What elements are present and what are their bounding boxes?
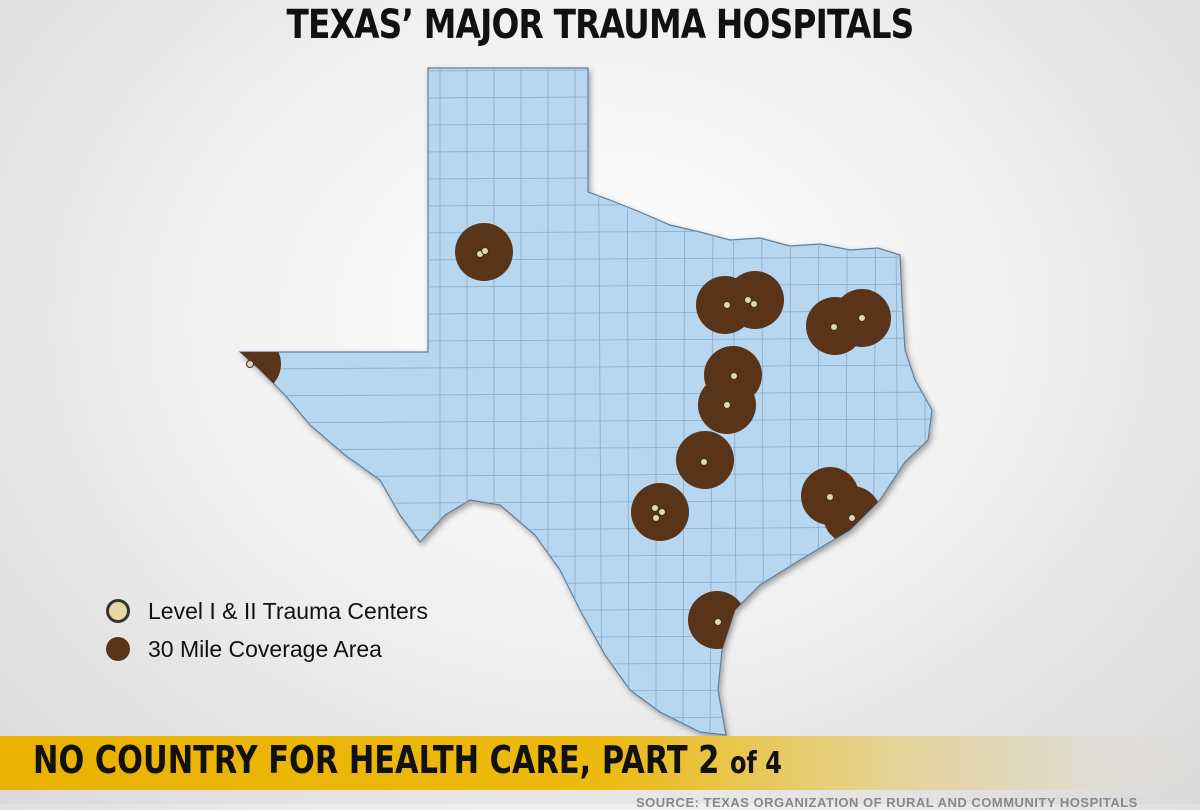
trauma-center-icon	[106, 599, 130, 623]
trauma-center-marker	[826, 493, 834, 501]
coverage-area	[726, 271, 784, 329]
trauma-center-marker	[714, 618, 722, 626]
county-line	[240, 418, 932, 424]
trauma-center-marker	[750, 300, 758, 308]
trauma-center-marker	[481, 247, 489, 255]
county-line	[240, 364, 932, 370]
legend-item-trauma-centers: Level I & II Trauma Centers	[106, 592, 428, 630]
page-title: TEXAS’ MAJOR TRAUMA HOSPITALS	[286, 2, 915, 48]
trauma-center-marker	[830, 323, 838, 331]
county-line	[240, 688, 932, 694]
trauma-center-marker	[652, 514, 660, 522]
county-line	[789, 68, 792, 735]
legend-label: 30 Mile Coverage Area	[148, 635, 382, 662]
legend: Level I & II Trauma Centers 30 Mile Cove…	[106, 592, 428, 668]
legend-item-coverage-area: 30 Mile Coverage Area	[106, 630, 428, 668]
trauma-center-marker	[744, 296, 752, 304]
county-line	[240, 148, 932, 154]
series-banner: NO COUNTRY FOR HEALTH CARE, PART 2 of 4	[0, 736, 1200, 790]
trauma-center-marker	[246, 360, 254, 368]
county-line	[240, 445, 932, 451]
county-line	[240, 68, 932, 73]
county-line	[240, 121, 932, 127]
trauma-center-marker	[651, 504, 659, 512]
county-line	[817, 68, 820, 735]
banner-suffix: of 4	[729, 746, 782, 781]
trauma-center-marker	[858, 314, 866, 322]
trauma-center-marker	[723, 401, 731, 409]
legend-label: Level I & II Trauma Centers	[148, 597, 428, 624]
county-line	[240, 94, 932, 100]
texas-outline	[238, 67, 933, 736]
coverage-area-icon	[106, 637, 130, 661]
trauma-center-marker	[723, 301, 731, 309]
county-line	[240, 175, 932, 181]
county-line	[240, 715, 932, 721]
trauma-center-marker	[658, 508, 666, 516]
source-credit: SOURCE: TEXAS ORGANIZATION OF RURAL AND …	[636, 795, 1138, 810]
trauma-center-marker	[700, 458, 708, 466]
trauma-center-marker	[730, 372, 738, 380]
county-line	[240, 391, 932, 397]
trauma-centers	[246, 247, 866, 626]
trauma-center-marker	[848, 514, 856, 522]
banner-title: NO COUNTRY FOR HEALTH CARE, PART 2	[33, 738, 720, 782]
